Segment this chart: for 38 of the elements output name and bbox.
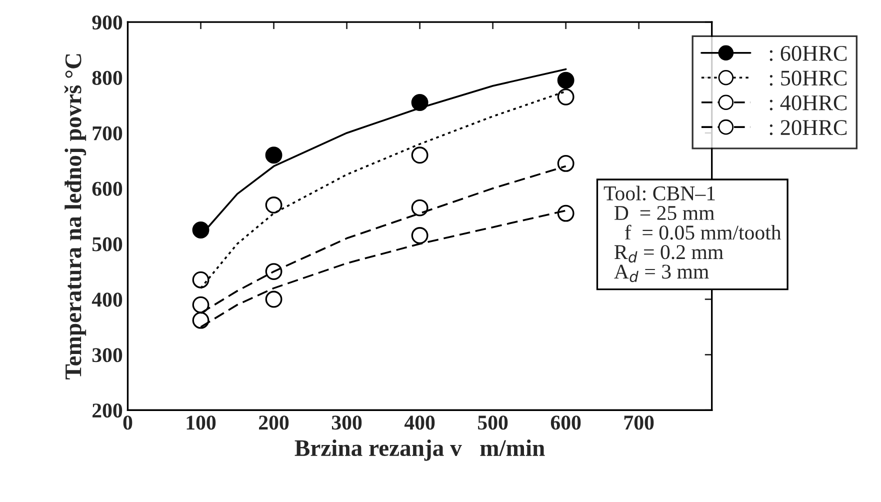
y-axis-title: Temperatura na leđnoj površ °C	[64, 54, 86, 380]
x-tick-label: 500	[478, 416, 508, 430]
y-tick-label: 700	[92, 126, 122, 140]
point	[265, 290, 282, 308]
point	[411, 146, 428, 164]
point	[192, 312, 210, 329]
legend-label: : 50HRC	[770, 70, 847, 86]
y-tick-label: 600	[92, 182, 122, 196]
x-tick-label: 300	[332, 416, 362, 430]
x-axis-title: Brzina rezanja v m/min	[294, 439, 545, 461]
y-tick-label: 400	[92, 292, 122, 307]
point	[192, 271, 210, 288]
y-tick-label: 800	[92, 70, 122, 85]
point	[192, 296, 210, 314]
x-tick-label: 700	[624, 416, 654, 430]
point	[265, 196, 282, 214]
point	[411, 227, 428, 244]
point	[557, 154, 574, 172]
legend-label: : 20HRC	[770, 120, 847, 136]
y-tick-label: 500	[92, 237, 122, 252]
point	[192, 221, 210, 238]
x-tick-label: 400	[404, 416, 435, 430]
point	[557, 88, 574, 106]
x-tick-label: 0	[123, 416, 132, 430]
x-tick-label: 200	[259, 416, 289, 430]
point	[557, 72, 574, 89]
y-tick-label: 300	[92, 348, 122, 362]
y-tick-label: 200	[92, 404, 122, 418]
point	[265, 146, 282, 164]
point	[411, 199, 428, 216]
legend-label: : 40HRC	[770, 95, 847, 110]
text: Tool: CBN–1 D = 25 mm f = 0.05 mm/tooth R$_{d}$ = 0.2 mm A$_{d}$ = 3 mm	[604, 186, 782, 282]
x-tick-label: 600	[550, 416, 581, 430]
legend-label: : 60HRC	[770, 46, 847, 61]
point	[411, 94, 428, 111]
point	[557, 204, 574, 222]
x-tick-label: 100	[186, 416, 216, 430]
y-tick-label: 900	[92, 15, 122, 30]
